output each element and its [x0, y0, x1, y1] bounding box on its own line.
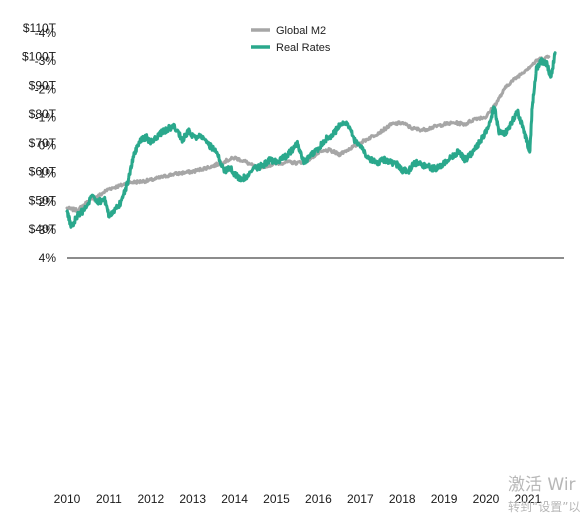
x-axis: 2010 2011 2012 2013 2014 2015 2016 2017 2018 2019… [54, 492, 542, 506]
y-tick-label-4: -4% [35, 26, 57, 40]
x-tick-label-2010: 2010 [54, 492, 81, 506]
y-tick-label-2: -2% [35, 82, 57, 96]
y-tick-label-110t: $110T [23, 21, 57, 35]
x-tick-label-2017: 2017 [347, 492, 374, 506]
x-tick-label-2016: 2016 [305, 492, 332, 506]
watermark-line-2: 转到“设置”以 [508, 499, 580, 514]
legend: Global M2 Real Rates [251, 25, 331, 54]
series-layer [65, 51, 557, 229]
bottom-y-axis: 4% 3% 2% 1% 0% -1% -2% -3% -4% [35, 26, 57, 265]
x-tick-label-2019: 2019 [431, 492, 458, 506]
top-y-axis: $110T $100T $90T $80T $70T $60T $50T $40T [22, 21, 57, 236]
y-tick-label-3: 3% [39, 223, 57, 237]
x-tick-label-2011: 2011 [96, 492, 122, 506]
y-tick-label-60t: $60T [29, 165, 57, 179]
y-tick-label-2: 2% [39, 195, 57, 209]
legend-label-real-rates: Real Rates [276, 42, 331, 54]
y-tick-label-1: -1% [35, 110, 57, 124]
y-tick-label-80t: $80T [29, 107, 57, 121]
y-tick-label-0: 0% [39, 139, 57, 153]
x-tick-label-2018: 2018 [389, 492, 416, 506]
x-tick-label-2015: 2015 [263, 492, 290, 506]
x-tick-label-2013: 2013 [179, 492, 206, 506]
y-tick-label-4: 4% [39, 251, 57, 265]
legend-item-global-m2: Global M2 [251, 25, 326, 37]
watermark: 激活 Wir 转到“设置”以 [508, 475, 580, 514]
series-line-global-m2 [65, 54, 551, 214]
y-tick-label-50t: $50T [29, 193, 57, 207]
y-tick-label-70t: $70T [29, 136, 57, 150]
y-tick-label-3: -3% [35, 54, 57, 68]
y-tick-label-40t: $40T [29, 222, 57, 236]
watermark-line-1: 激活 Wir [508, 475, 576, 495]
y-tick-label-90t: $90T [29, 78, 57, 92]
legend-item-real-rates: Real Rates [251, 42, 331, 54]
x-tick-label-2021: 2021 [515, 492, 542, 506]
x-tick-label-2020: 2020 [473, 492, 500, 506]
legend-label-global-m2: Global M2 [276, 25, 326, 37]
y-tick-label-1: 1% [39, 167, 57, 181]
y-tick-label-100t: $100T [22, 50, 57, 64]
series-line-real-rates [65, 51, 557, 229]
x-tick-label-2012: 2012 [137, 492, 164, 506]
x-tick-label-2014: 2014 [221, 492, 248, 506]
